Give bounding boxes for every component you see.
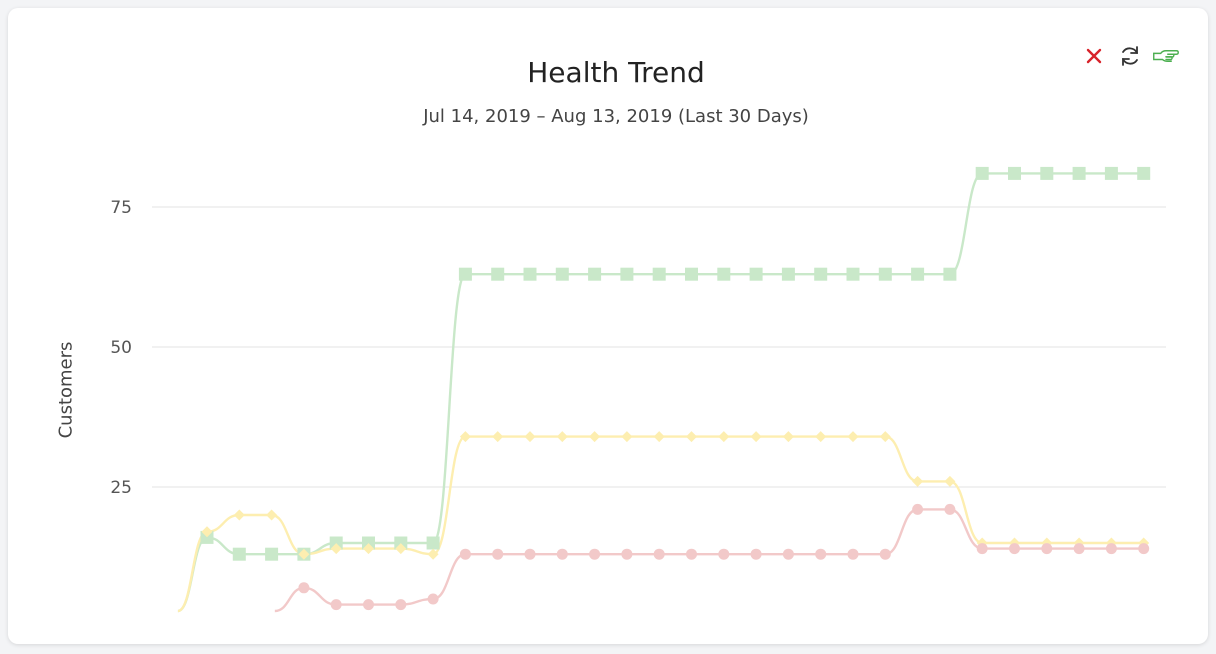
- series-2-point[interactable]: [718, 431, 730, 443]
- series-3-point[interactable]: [459, 548, 471, 560]
- y-axis-ticks: 25 50 75: [110, 198, 132, 498]
- series-1-point[interactable]: [200, 530, 214, 544]
- series-1-point[interactable]: [588, 267, 602, 281]
- series-2-point[interactable]: [686, 431, 697, 443]
- series-1-point[interactable]: [846, 267, 860, 281]
- series-1-point[interactable]: [685, 267, 698, 281]
- series-3-point[interactable]: [1105, 543, 1117, 555]
- series-3-point[interactable]: [1009, 543, 1020, 555]
- series-1-point[interactable]: [1040, 166, 1054, 180]
- series-3-point[interactable]: [363, 599, 374, 611]
- series-1-point[interactable]: [652, 267, 666, 281]
- series-1-point[interactable]: [555, 267, 569, 281]
- y-tick-label: 25: [110, 478, 132, 498]
- series-3-point[interactable]: [976, 543, 988, 555]
- series-2-point[interactable]: [395, 543, 407, 555]
- series-markers: [200, 166, 1151, 611]
- series-2-point[interactable]: [815, 431, 827, 443]
- series-line-1: [177, 172, 1144, 613]
- close-icon[interactable]: [1080, 42, 1108, 70]
- series-3-point[interactable]: [718, 548, 730, 560]
- series-3-point[interactable]: [686, 548, 697, 560]
- series-2-point[interactable]: [459, 431, 471, 443]
- series-1-point[interactable]: [265, 547, 279, 561]
- series-2-point[interactable]: [653, 431, 665, 443]
- series-1-point[interactable]: [1008, 166, 1021, 180]
- series-2-point[interactable]: [750, 431, 762, 443]
- series-1-point[interactable]: [717, 267, 731, 281]
- series-2-point[interactable]: [524, 431, 536, 443]
- series-2-point[interactable]: [879, 431, 891, 443]
- series-1-point[interactable]: [1137, 166, 1151, 180]
- series-3-point[interactable]: [395, 599, 407, 611]
- series-2-point[interactable]: [266, 509, 278, 521]
- series-1-point[interactable]: [878, 267, 892, 281]
- series-1-point[interactable]: [329, 536, 343, 550]
- series-3-point[interactable]: [427, 593, 439, 605]
- series-1-point[interactable]: [814, 267, 828, 281]
- series-3-point[interactable]: [298, 582, 310, 594]
- series-1-point[interactable]: [426, 536, 440, 550]
- series-3-point[interactable]: [492, 548, 504, 560]
- series-1-point[interactable]: [523, 267, 537, 281]
- series-2-point[interactable]: [621, 431, 633, 443]
- series-2-point[interactable]: [363, 543, 374, 555]
- series-2-point[interactable]: [330, 543, 342, 555]
- series-1-point[interactable]: [911, 267, 925, 281]
- series-2-point[interactable]: [201, 526, 213, 538]
- refresh-icon[interactable]: [1116, 42, 1144, 70]
- series-3-point[interactable]: [912, 503, 924, 515]
- pointing-hand-icon[interactable]: [1152, 42, 1180, 70]
- series-2-point[interactable]: [492, 431, 504, 443]
- series-3-point[interactable]: [1073, 543, 1085, 555]
- chart-title: Health Trend: [527, 56, 705, 89]
- series-1-point[interactable]: [491, 267, 505, 281]
- grid-layer: [152, 206, 1166, 488]
- series-line-3: [274, 508, 1144, 613]
- series-1-point[interactable]: [781, 267, 795, 281]
- series-2-point[interactable]: [847, 431, 859, 443]
- series-3-point[interactable]: [750, 548, 762, 560]
- series-1-point[interactable]: [943, 267, 957, 281]
- series-3-point[interactable]: [847, 548, 859, 560]
- series-3-point[interactable]: [815, 548, 827, 560]
- series-lines: [177, 172, 1144, 613]
- series-2-point[interactable]: [589, 431, 601, 443]
- series-1-point[interactable]: [975, 166, 989, 180]
- series-3-point[interactable]: [782, 548, 794, 560]
- series-2-point[interactable]: [912, 475, 924, 487]
- series-3-point[interactable]: [621, 548, 633, 560]
- series-2-point[interactable]: [782, 431, 794, 443]
- series-2-point[interactable]: [556, 431, 568, 443]
- series-3-point[interactable]: [330, 599, 342, 611]
- y-tick-label: 50: [110, 338, 132, 358]
- chart-subtitle: Jul 14, 2019 – Aug 13, 2019 (Last 30 Day…: [423, 106, 809, 127]
- chart-toolbar: [1080, 42, 1180, 70]
- series-3-point[interactable]: [944, 503, 956, 515]
- series-3-point[interactable]: [879, 548, 891, 560]
- series-1-point[interactable]: [620, 267, 634, 281]
- series-2-point[interactable]: [298, 548, 310, 560]
- series-3-point[interactable]: [556, 548, 568, 560]
- series-1-point[interactable]: [232, 547, 246, 561]
- series-1-point[interactable]: [458, 267, 472, 281]
- series-3-point[interactable]: [1041, 543, 1053, 555]
- series-1-point[interactable]: [362, 536, 375, 550]
- series-3-point[interactable]: [1138, 543, 1150, 555]
- series-1-point[interactable]: [1072, 166, 1086, 180]
- series-3-point[interactable]: [589, 548, 601, 560]
- series-1-point[interactable]: [394, 536, 408, 550]
- series-2-point[interactable]: [427, 548, 439, 560]
- y-tick-label: 75: [110, 198, 132, 218]
- series-1-point[interactable]: [1104, 166, 1118, 180]
- series-3-point[interactable]: [653, 548, 665, 560]
- series-2-point[interactable]: [233, 509, 245, 521]
- series-1-point[interactable]: [749, 267, 763, 281]
- series-2-point[interactable]: [944, 475, 956, 487]
- series-3-point[interactable]: [524, 548, 536, 560]
- series-line-2: [177, 435, 1144, 613]
